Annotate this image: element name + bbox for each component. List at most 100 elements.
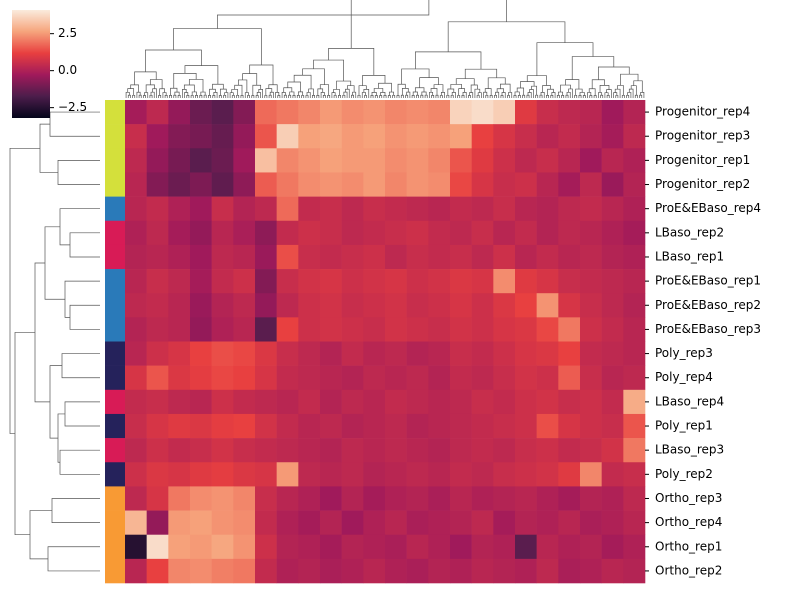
heatmap-cell	[428, 462, 451, 487]
dendrogram-branch	[457, 95, 461, 98]
heatmap-cell	[428, 317, 451, 342]
dendrogram-branch	[416, 94, 419, 98]
heatmap-cell	[601, 148, 624, 173]
heatmap-cell	[146, 389, 169, 415]
heatmap-cell	[515, 438, 537, 463]
dendrogram-branch	[600, 94, 604, 98]
heatmap-cell	[298, 124, 321, 149]
heatmap-cell	[558, 413, 581, 439]
heatmap-cell	[320, 269, 342, 294]
heatmap-cell	[298, 558, 321, 584]
heatmap-cell	[125, 172, 147, 197]
heatmap-cell	[211, 317, 234, 342]
dendrogram-branch	[61, 353, 100, 379]
heatmap-cell	[211, 100, 234, 125]
y-tick-label: Poly_rep2	[655, 467, 713, 481]
dendrogram-branch	[421, 91, 427, 96]
heatmap-cell	[450, 558, 472, 584]
heatmap-cell	[190, 293, 212, 318]
heatmap-cell	[406, 172, 429, 197]
dendrogram-branch	[626, 94, 630, 98]
heatmap-cell	[125, 124, 147, 149]
dendrogram-branch	[59, 449, 100, 475]
heatmap-cell	[190, 124, 212, 149]
dendrogram-branch	[633, 80, 643, 93]
dendrogram-branch	[634, 94, 638, 98]
heatmap-cell	[168, 389, 191, 415]
heatmap-cell	[493, 124, 516, 149]
dendrogram-branch	[195, 95, 198, 98]
heatmap-cell	[211, 244, 234, 270]
heatmap-cell	[190, 413, 212, 439]
heatmap-cell	[601, 196, 624, 222]
dendrogram-branch	[565, 79, 580, 90]
heatmap-cell	[580, 148, 602, 173]
heatmap-cell	[363, 389, 386, 415]
dendrogram-branch	[500, 83, 511, 93]
heatmap-cell	[276, 389, 299, 415]
heatmap-cell	[580, 438, 602, 463]
dendrogram-branch	[143, 95, 146, 98]
heatmap-cell	[298, 148, 321, 173]
dendrogram-branch	[34, 262, 50, 403]
heatmap-cell	[168, 317, 191, 342]
heatmap-cell	[211, 220, 234, 246]
heatmap-cell	[493, 389, 516, 415]
heatmap-cell	[385, 341, 407, 366]
dendrogram-branch	[313, 59, 344, 82]
dendrogram-branch	[138, 94, 142, 98]
dendrogram-branch	[599, 85, 610, 93]
heatmap-cell	[341, 148, 364, 173]
heatmap-cell	[255, 510, 277, 535]
heatmap-cell	[385, 534, 407, 560]
heatmap-cell	[385, 148, 407, 173]
heatmap-cell	[125, 148, 147, 173]
heatmap-cell	[623, 124, 646, 149]
dendrogram-branch	[218, 95, 222, 98]
heatmap-cell	[363, 510, 386, 535]
heatmap-cell	[558, 438, 581, 463]
heatmap-cell	[493, 172, 516, 197]
row-color	[105, 293, 125, 318]
row-color	[105, 172, 125, 197]
heatmap-cell	[168, 413, 191, 439]
heatmap-cell	[471, 341, 494, 366]
heatmap-cell	[623, 389, 646, 415]
dendrogram-branch	[240, 95, 244, 98]
dendrogram-branch	[352, 91, 357, 98]
heatmap-cell	[471, 317, 494, 342]
heatmap-cell	[515, 389, 537, 415]
heatmap-cell	[363, 244, 386, 270]
heatmap-cell	[623, 148, 646, 173]
heatmap-cell	[276, 269, 299, 294]
dendrogram-branch	[14, 332, 35, 536]
heatmap-cell	[255, 148, 277, 173]
dendrogram-branch	[203, 94, 207, 98]
heatmap-cell	[406, 148, 429, 173]
heatmap-cell	[233, 558, 256, 584]
heatmap-cell	[406, 413, 429, 439]
dendrogram-branch	[560, 84, 571, 93]
heatmap-cell	[168, 124, 191, 149]
dendrogram-branch	[400, 94, 404, 98]
heatmap-cell	[601, 486, 624, 511]
heatmap-cell	[623, 196, 646, 222]
heatmap-cell	[190, 196, 212, 222]
heatmap-cell	[471, 558, 494, 584]
y-tick-label: LBaso_rep1	[655, 249, 724, 263]
dendrogram-branch	[446, 94, 450, 98]
dendrogram-branch	[219, 88, 227, 96]
heatmap-cell	[146, 413, 169, 439]
heatmap-cell	[428, 558, 451, 584]
heatmap-cell	[428, 438, 451, 463]
dendrogram-branch	[440, 92, 445, 98]
heatmap-cell	[450, 172, 472, 197]
dendrogram-branch	[217, 0, 430, 29]
heatmap-cell	[493, 486, 516, 511]
y-tick-label: LBaso_rep2	[655, 225, 724, 239]
heatmap-cell	[125, 317, 147, 342]
heatmap-cell	[298, 293, 321, 318]
heatmap-cell	[168, 269, 191, 294]
heatmap-cell	[168, 558, 191, 584]
heatmap-cell	[515, 341, 537, 366]
